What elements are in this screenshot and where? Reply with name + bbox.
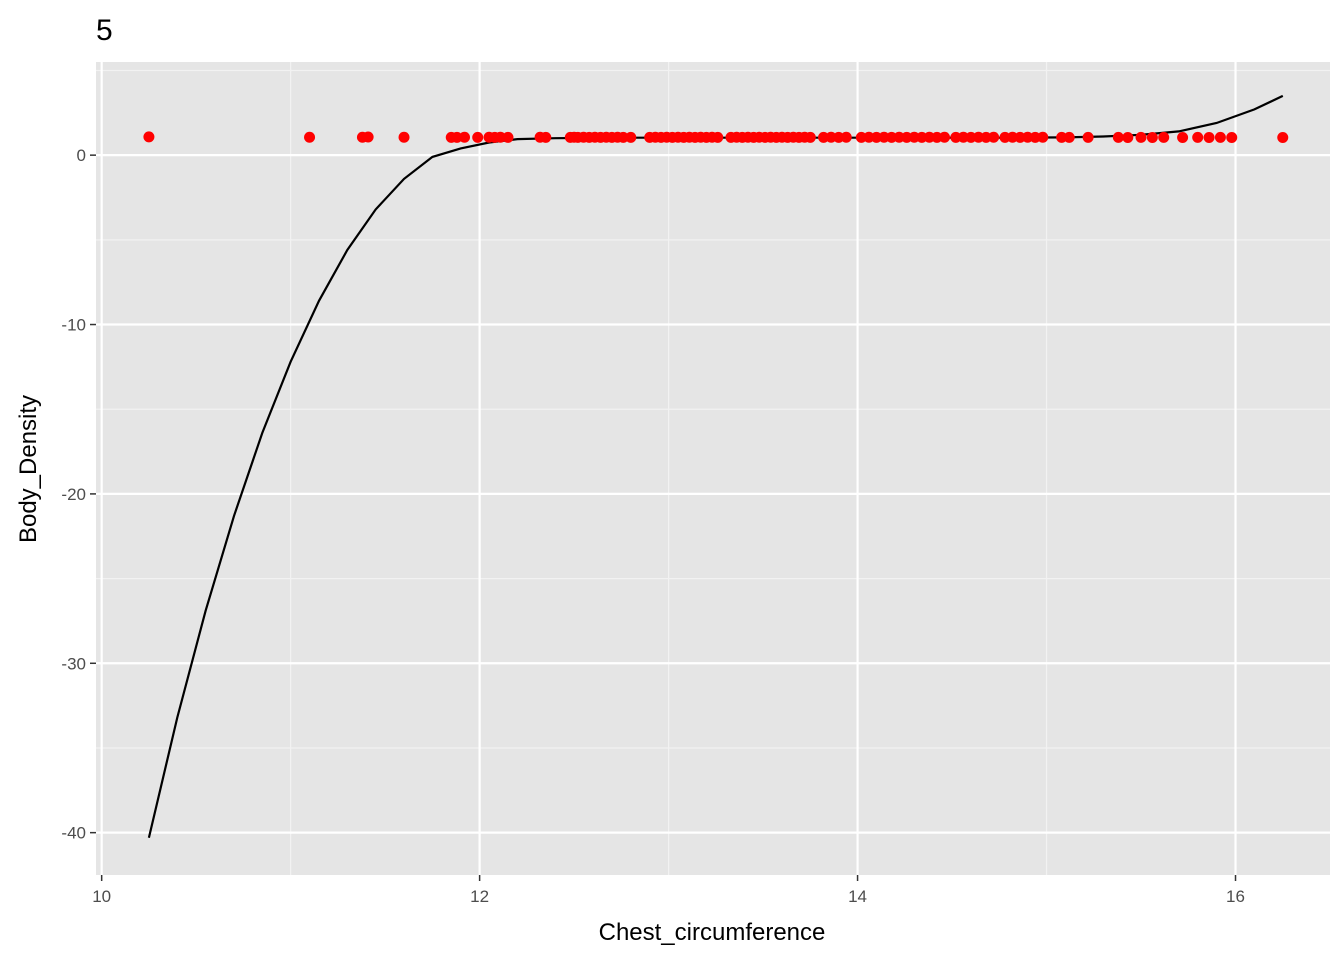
data-point bbox=[458, 131, 470, 143]
data-point bbox=[1177, 132, 1189, 144]
data-point bbox=[1135, 131, 1147, 143]
data-point bbox=[1158, 131, 1170, 143]
data-point bbox=[1146, 132, 1158, 144]
data-point bbox=[1063, 131, 1075, 143]
data-point bbox=[938, 131, 950, 143]
data-point bbox=[1122, 132, 1134, 144]
points-layer bbox=[143, 131, 1289, 144]
plot-panel bbox=[96, 62, 1330, 875]
data-point bbox=[143, 131, 155, 143]
x-axis-title: Chest_circumference bbox=[599, 919, 826, 946]
data-point bbox=[362, 131, 374, 143]
y-tick-label: -30 bbox=[61, 654, 86, 673]
chart-title: 5 bbox=[96, 14, 113, 47]
data-point bbox=[1037, 131, 1049, 143]
y-tick-label: 0 bbox=[77, 146, 86, 165]
data-point bbox=[540, 131, 552, 143]
data-point bbox=[502, 131, 514, 143]
data-point bbox=[1214, 131, 1226, 143]
data-point bbox=[840, 131, 852, 143]
x-tick-label: 10 bbox=[92, 887, 111, 906]
data-point bbox=[625, 131, 637, 143]
y-axis: 0 -10 -20 -30 -40 bbox=[61, 146, 96, 843]
y-tick-label: -20 bbox=[61, 485, 86, 504]
data-point bbox=[1056, 131, 1068, 143]
data-point bbox=[1226, 132, 1238, 144]
data-point bbox=[712, 131, 724, 143]
x-axis: 10 12 14 16 bbox=[92, 875, 1245, 906]
data-point bbox=[398, 131, 410, 143]
x-tick-label: 16 bbox=[1226, 887, 1245, 906]
grid-lines bbox=[96, 62, 1330, 875]
data-point bbox=[1082, 131, 1094, 143]
y-tick-label: -10 bbox=[61, 316, 86, 335]
data-point bbox=[1203, 132, 1215, 144]
x-tick-label: 12 bbox=[470, 887, 489, 906]
x-tick-label: 14 bbox=[848, 887, 867, 906]
data-point bbox=[1112, 131, 1124, 143]
data-point bbox=[804, 131, 816, 143]
y-tick-label: -40 bbox=[61, 824, 86, 843]
data-point bbox=[1192, 131, 1204, 143]
y-axis-title: Body_Density bbox=[15, 395, 42, 543]
data-point bbox=[1277, 132, 1289, 144]
data-point bbox=[304, 131, 316, 143]
data-point bbox=[472, 131, 484, 143]
data-point bbox=[617, 131, 629, 143]
data-point bbox=[988, 131, 1000, 143]
